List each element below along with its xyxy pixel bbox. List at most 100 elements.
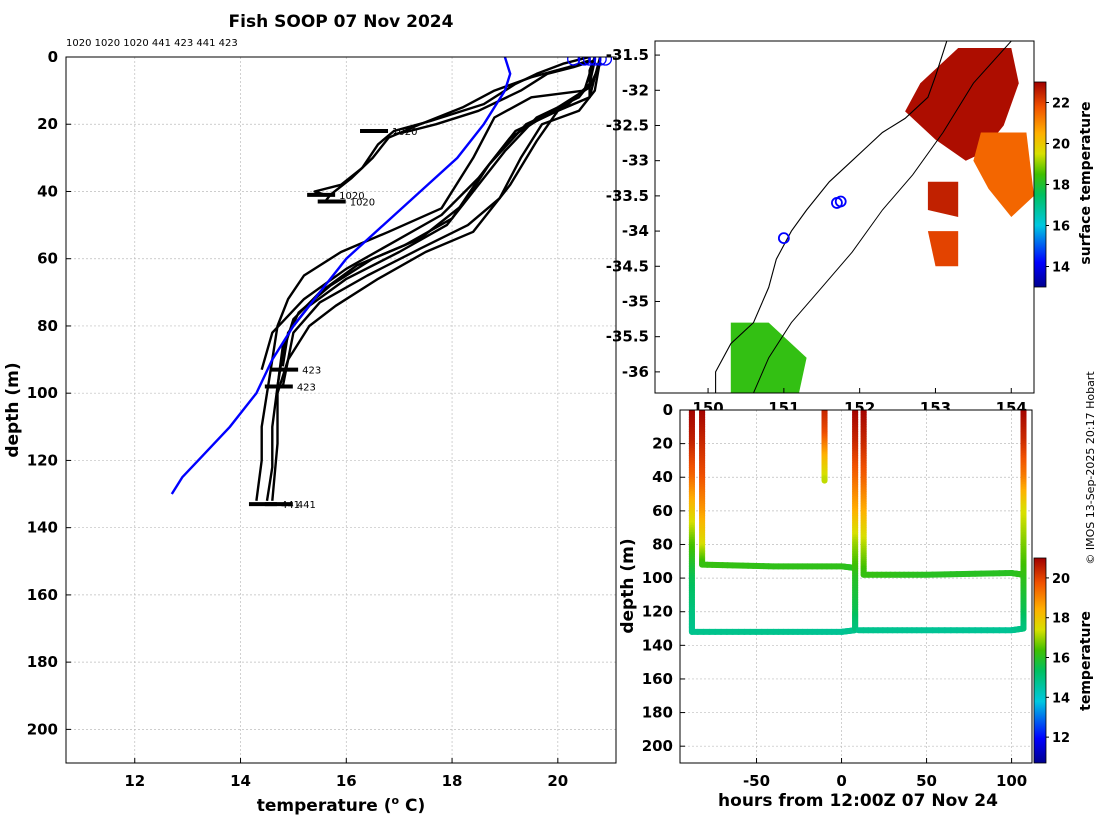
profile-end-label: 423 <box>297 382 316 393</box>
map-colorbar-ticks: 14 16 18 20 22 <box>1046 97 1070 276</box>
map-colorbar-tick-label: 20 <box>1052 138 1070 153</box>
profile-end-label: 441 <box>297 500 316 511</box>
section-y-tick-label: 80 <box>652 535 673 553</box>
map-y-tick-label: -32.5 <box>606 116 649 134</box>
section-y-tick-label: 40 <box>652 468 673 486</box>
section-colorbar-label: temperature <box>1078 611 1094 711</box>
chart-title: Fish SOOP 07 Nov 2024 <box>229 12 454 32</box>
profile-x-tick-label: 16 <box>336 772 357 790</box>
profile-x-label: temperature (o C) <box>257 794 426 816</box>
section-ticks: -50 0 50 100 0 20 40 60 80 100 120 140 160 180 200 <box>642 401 1028 790</box>
profile-end-label: 1020 <box>350 198 375 209</box>
station-marker <box>777 232 790 245</box>
warm-patch-south <box>927 231 959 267</box>
map-y-tick-label: -36 <box>622 363 649 381</box>
profile-y-tick-label: 180 <box>27 653 58 671</box>
map-y-tick-label: -32 <box>622 81 649 99</box>
section-x-tick-label: 0 <box>836 772 846 790</box>
profile-y-tick-label: 20 <box>37 115 58 133</box>
section-y-tick-label: 100 <box>642 569 673 587</box>
profile-y-label: depth (m) <box>3 362 23 457</box>
profile-x-tick-label: 12 <box>124 772 145 790</box>
profile-y-tick-label: 80 <box>37 317 58 335</box>
warm-patch-mid <box>927 181 959 217</box>
station-marker <box>834 195 847 208</box>
map-colorbar-tick-label: 16 <box>1052 220 1070 235</box>
map-y-tick-label: -34.5 <box>606 257 649 275</box>
profile-y-tick-label: 0 <box>48 48 58 66</box>
coastline <box>715 41 948 393</box>
profile-chart: 102010201020423423441441 121416182002040… <box>3 48 617 816</box>
profile-423-b <box>276 60 596 387</box>
section-colorbar-tick-label: 12 <box>1052 731 1070 746</box>
profile-y-tick-label: 40 <box>37 182 58 200</box>
mean-profile-line <box>170 57 512 495</box>
section-x-tick-label: 50 <box>916 772 937 790</box>
section-y-tick-label: 140 <box>642 636 673 654</box>
profile-441-a <box>255 57 596 501</box>
section-colorbar-tick-label: 18 <box>1052 612 1070 627</box>
section-y-tick-label: 60 <box>652 502 673 520</box>
map-colorbar: 14 16 18 20 22 surface temperature <box>1033 81 1094 288</box>
profile-y-tick-label: 160 <box>27 586 58 604</box>
section-x-tick-label: -50 <box>743 772 770 790</box>
profile-423-d <box>281 60 602 387</box>
section-frame <box>679 409 1033 764</box>
section-y-label: depth (m) <box>618 538 638 633</box>
section-colorbar: 12 14 16 18 20 temperature <box>1033 557 1094 764</box>
map-colorbar-tick-label: 14 <box>1052 261 1070 276</box>
map-y-tick-label: -34 <box>622 222 649 240</box>
surface-marker <box>567 57 581 66</box>
platform-ids: 1020 1020 1020 441 423 441 423 <box>66 38 238 49</box>
warm-patch-east <box>973 132 1034 217</box>
section-y-tick-label: 0 <box>663 401 673 419</box>
profile-end-label: 1020 <box>392 127 417 138</box>
profile-y-tick-label: 200 <box>27 720 58 738</box>
profile-y-tick-label: 100 <box>27 384 58 402</box>
map-y-tick-label: -33.5 <box>606 187 649 205</box>
section-x-tick-label: 100 <box>996 772 1027 790</box>
profile-frame <box>65 56 617 764</box>
profile-1020-b <box>324 59 590 203</box>
profile-441-c <box>271 57 596 501</box>
map-content <box>715 41 1034 393</box>
map-y-tick-label: -35.5 <box>606 328 649 346</box>
profile-end-label: 423 <box>302 366 321 377</box>
surface-marker <box>577 57 591 66</box>
section-colorbar-ticks: 12 14 16 18 20 <box>1046 572 1070 746</box>
surface-marker <box>582 57 597 66</box>
section-x-label: hours from 12:00Z 07 Nov 24 <box>718 791 998 811</box>
credit-text: © IMOS 13-Sep-2025 20:17 Hobart <box>1084 371 1097 565</box>
map-y-tick-label: -35 <box>622 292 649 310</box>
map-colorbar-label: surface temperature <box>1078 101 1094 264</box>
profile-grid <box>66 56 616 763</box>
profile-x-tick-label: 18 <box>442 772 463 790</box>
map-colorbar-gradient <box>1033 81 1047 288</box>
section-y-tick-label: 200 <box>642 737 673 755</box>
section-colorbar-tick-label: 20 <box>1052 572 1070 587</box>
surface-marker <box>593 57 607 66</box>
profile-1020-a <box>313 57 590 196</box>
profile-y-tick-label: 140 <box>27 519 58 537</box>
section-colorbar-tick-label: 16 <box>1052 652 1070 667</box>
surface-marker <box>598 57 613 66</box>
profile-x-tick-label: 20 <box>547 772 568 790</box>
section-colorbar-tick-label: 14 <box>1052 691 1070 706</box>
map-y-tick-label: -31.5 <box>606 46 649 64</box>
shelf-contour <box>753 41 1012 393</box>
map-y-tick-label: -33 <box>622 152 649 170</box>
profile-423-c <box>260 63 602 371</box>
profile-x-tick-label: 14 <box>230 772 251 790</box>
section-y-tick-label: 160 <box>642 670 673 688</box>
profile-y-tick-label: 120 <box>27 451 58 469</box>
surface-marker <box>588 57 602 66</box>
depth-time-section: -50 0 50 100 0 20 40 60 80 100 120 140 160 180 200 hou… <box>618 401 1094 811</box>
section-colorbar-gradient <box>1033 557 1047 764</box>
profile-end-label: 1020 <box>339 191 364 202</box>
map-colorbar-tick-label: 22 <box>1052 97 1070 112</box>
section-content <box>688 410 1027 635</box>
profile-lines: 102010201020423423441441 <box>170 57 613 511</box>
profile-y-tick-label: 60 <box>37 250 58 268</box>
